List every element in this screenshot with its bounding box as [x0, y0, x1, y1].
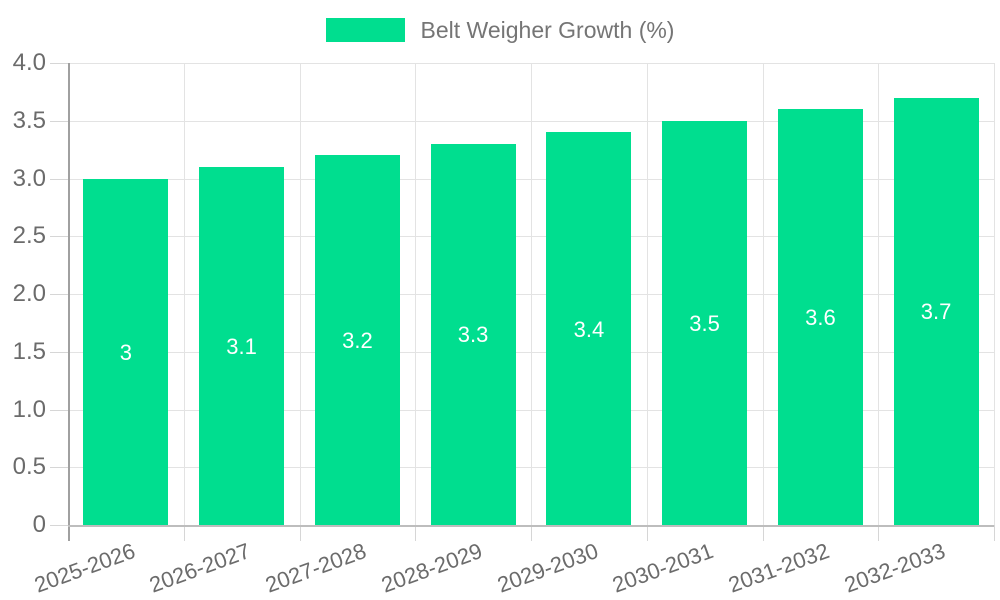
- legend: Belt Weigher Growth (%): [0, 12, 1000, 48]
- y-axis-tick: [50, 294, 68, 295]
- y-axis-tick-label: 3.5: [12, 107, 46, 134]
- y-axis-tick: [50, 236, 68, 237]
- bar-2025-2026[interactable]: [83, 178, 169, 525]
- y-axis-tick-label: 4.0: [12, 49, 46, 76]
- x-axis-tick: [300, 525, 301, 541]
- x-axis-line: [68, 525, 994, 527]
- y-axis-tick: [50, 179, 68, 180]
- y-axis-tick: [50, 410, 68, 411]
- x-axis-label: 2032-2033: [840, 538, 949, 598]
- gridline-vertical: [415, 63, 416, 525]
- x-axis-tick: [415, 525, 416, 541]
- gridline-vertical: [531, 63, 532, 525]
- x-axis-tick: [647, 525, 648, 541]
- bar-2029-2030[interactable]: [546, 132, 632, 525]
- y-axis-tick: [50, 352, 68, 353]
- bar-2027-2028[interactable]: [314, 155, 400, 525]
- y-axis-tick-label: 0.5: [12, 453, 46, 480]
- x-axis-label: 2030-2031: [609, 538, 717, 598]
- bar-2032-2033[interactable]: [893, 97, 979, 525]
- y-axis-tick-label: 1.0: [12, 396, 46, 423]
- x-axis-tick: [878, 525, 879, 541]
- gridline-vertical: [878, 63, 879, 525]
- gridline-vertical: [647, 63, 648, 525]
- x-axis-label: 2025-2026: [30, 538, 139, 598]
- y-axis-line: [68, 63, 70, 541]
- x-axis-label: 2031-2032: [725, 538, 833, 598]
- y-axis-tick-label: 2.0: [12, 280, 46, 307]
- gridline-vertical: [994, 63, 995, 525]
- x-axis-label: 2028-2029: [377, 538, 486, 598]
- bar-2028-2029[interactable]: [430, 143, 516, 525]
- x-axis-tick: [531, 525, 532, 541]
- gridline-vertical: [184, 63, 185, 525]
- gridline-vertical: [763, 63, 764, 525]
- y-axis-tick: [50, 525, 68, 526]
- bar-2030-2031[interactable]: [662, 120, 748, 526]
- y-axis-tick-label: 3.0: [12, 165, 46, 192]
- y-axis-tick: [50, 467, 68, 468]
- bar-2026-2027[interactable]: [199, 166, 285, 525]
- legend-swatch-icon: [325, 18, 405, 42]
- legend-label: Belt Weigher Growth (%): [420, 16, 675, 43]
- x-axis-label: 2026-2027: [146, 538, 254, 598]
- y-axis-tick-label: 2.5: [12, 222, 46, 249]
- x-axis-tick: [184, 525, 185, 541]
- y-axis-tick: [50, 63, 68, 64]
- x-axis-tick: [763, 525, 764, 541]
- x-axis-tick: [994, 525, 995, 541]
- y-axis-tick-label: 0: [32, 511, 46, 538]
- x-axis-label: 2027-2028: [262, 538, 370, 598]
- gridline-vertical: [300, 63, 301, 525]
- y-axis-tick-label: 1.5: [12, 338, 46, 365]
- y-axis-tick: [50, 121, 68, 122]
- x-axis-label: 2029-2030: [493, 538, 602, 598]
- bar-2031-2032[interactable]: [777, 109, 863, 525]
- legend-item[interactable]: Belt Weigher Growth (%): [325, 16, 675, 44]
